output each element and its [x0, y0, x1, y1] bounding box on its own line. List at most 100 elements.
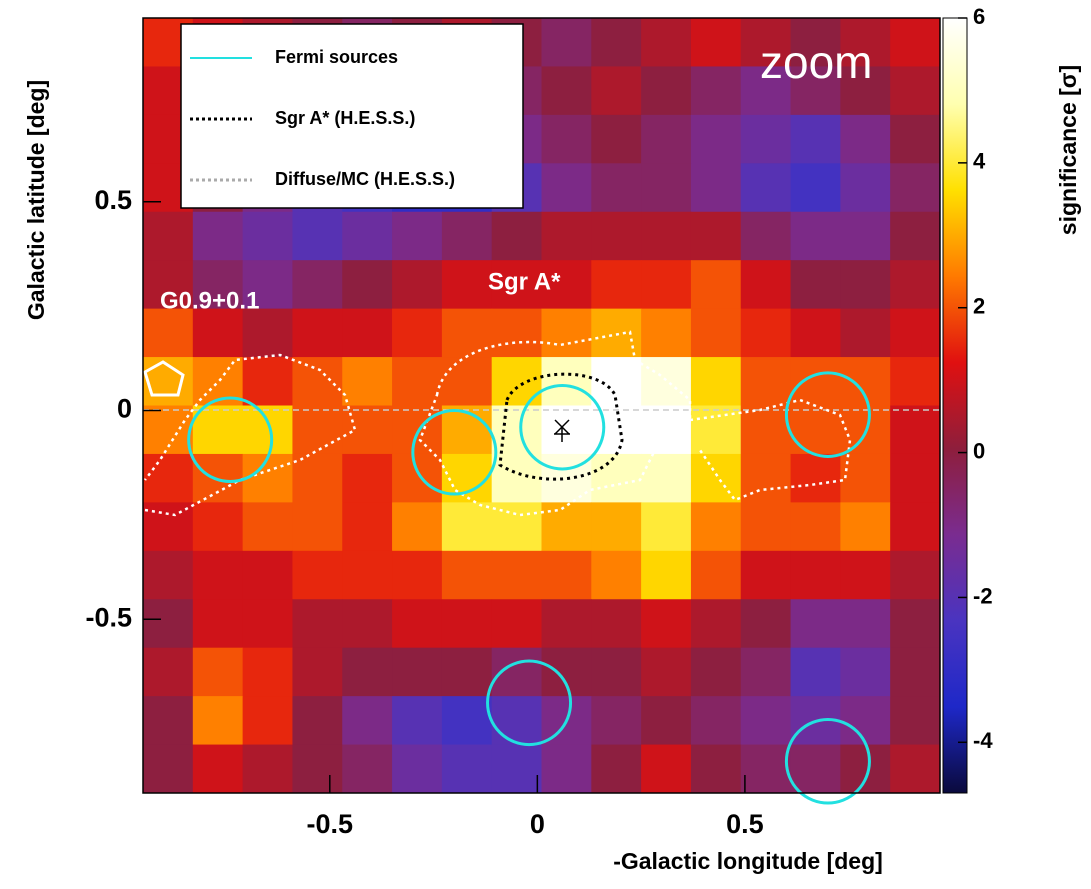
- heatmap-cell: [890, 163, 940, 212]
- heatmap-cell: [342, 212, 392, 261]
- heatmap-cell: [840, 309, 890, 358]
- heatmap-cell: [342, 454, 392, 503]
- heatmap-cell: [143, 696, 193, 745]
- heatmap-cell: [342, 357, 392, 406]
- heatmap-cell: [691, 66, 741, 115]
- y-tick-label: 0.5: [94, 185, 132, 215]
- heatmap-cell: [193, 599, 243, 648]
- heatmap-cell: [791, 115, 841, 164]
- heatmap-cell: [890, 260, 940, 309]
- heatmap-cell: [442, 357, 492, 406]
- heatmap-cell: [641, 66, 691, 115]
- heatmap-cell: [542, 357, 592, 406]
- heatmap-cell: [691, 115, 741, 164]
- heatmap-cell: [392, 648, 442, 697]
- heatmap-cell: [840, 551, 890, 600]
- heatmap-cell: [641, 18, 691, 67]
- chart: Fermi sourcesSgr A* (H.E.S.S.)Diffuse/MC…: [0, 0, 1091, 884]
- heatmap-cell: [691, 599, 741, 648]
- heatmap-cell: [791, 260, 841, 309]
- heatmap-cell: [292, 260, 342, 309]
- heatmap-cell: [392, 260, 442, 309]
- heatmap-cell: [143, 648, 193, 697]
- heatmap-cell: [641, 648, 691, 697]
- heatmap-cell: [691, 163, 741, 212]
- heatmap-cell: [890, 212, 940, 261]
- heatmap-cell: [442, 260, 492, 309]
- y-tick-label: 0: [117, 394, 132, 424]
- heatmap-cell: [542, 551, 592, 600]
- heatmap-cell: [243, 745, 293, 794]
- colorbar-tick-label: 2: [973, 294, 985, 319]
- heatmap-cell: [442, 745, 492, 794]
- annotation: Sgr A*: [488, 268, 561, 295]
- colorbar-label: significance [σ]: [1055, 65, 1081, 235]
- heatmap-cell: [292, 648, 342, 697]
- heatmap-cell: [342, 696, 392, 745]
- heatmap-cell: [840, 115, 890, 164]
- heatmap-cell: [641, 599, 691, 648]
- heatmap-cell: [492, 551, 542, 600]
- heatmap-cell: [691, 648, 741, 697]
- heatmap-cell: [741, 648, 791, 697]
- heatmap-cell: [342, 260, 392, 309]
- x-tick-label: 0: [530, 809, 545, 839]
- heatmap-cell: [741, 745, 791, 794]
- heatmap-cell: [591, 745, 641, 794]
- heatmap-cell: [442, 309, 492, 358]
- heatmap-cell: [392, 502, 442, 551]
- heatmap-cell: [890, 551, 940, 600]
- heatmap-cell: [392, 551, 442, 600]
- x-tick-label: -0.5: [307, 809, 354, 839]
- heatmap-cell: [442, 212, 492, 261]
- heatmap-cell: [890, 599, 940, 648]
- heatmap-cell: [542, 309, 592, 358]
- annotation: G0.9+0.1: [160, 287, 259, 314]
- heatmap-cell: [292, 357, 342, 406]
- heatmap-cell: [741, 454, 791, 503]
- heatmap-cell: [193, 648, 243, 697]
- heatmap-cell: [691, 212, 741, 261]
- heatmap-cell: [641, 163, 691, 212]
- heatmap-cell: [193, 551, 243, 600]
- heatmap-cell: [591, 502, 641, 551]
- heatmap-cell: [342, 648, 392, 697]
- heatmap-cell: [292, 696, 342, 745]
- heatmap-cell: [741, 212, 791, 261]
- heatmap-cell: [492, 696, 542, 745]
- heatmap-cell: [591, 551, 641, 600]
- heatmap-cell: [143, 309, 193, 358]
- heatmap-cell: [143, 454, 193, 503]
- heatmap-cell: [890, 745, 940, 794]
- heatmap-cell: [641, 309, 691, 358]
- heatmap-cell: [890, 115, 940, 164]
- heatmap-cell: [292, 309, 342, 358]
- heatmap-cell: [542, 406, 592, 455]
- heatmap-cell: [392, 696, 442, 745]
- heatmap-cell: [791, 502, 841, 551]
- heatmap-cell: [243, 212, 293, 261]
- heatmap-cell: [691, 18, 741, 67]
- heatmap-cell: [741, 599, 791, 648]
- heatmap-cell: [243, 406, 293, 455]
- heatmap-cell: [791, 454, 841, 503]
- heatmap-cell: [741, 260, 791, 309]
- heatmap-cell: [791, 599, 841, 648]
- heatmap-cell: [243, 309, 293, 358]
- legend-label: Diffuse/MC (H.E.S.S.): [275, 169, 455, 189]
- heatmap-cell: [641, 406, 691, 455]
- heatmap-cell: [193, 502, 243, 551]
- heatmap-cell: [292, 551, 342, 600]
- heatmap-cell: [890, 66, 940, 115]
- heatmap-cell: [243, 454, 293, 503]
- heatmap-cell: [542, 18, 592, 67]
- heatmap-cell: [143, 406, 193, 455]
- heatmap-cell: [791, 551, 841, 600]
- heatmap-cell: [691, 696, 741, 745]
- heatmap-cell: [492, 745, 542, 794]
- heatmap-cell: [641, 115, 691, 164]
- heatmap-cell: [691, 551, 741, 600]
- heatmap-cell: [392, 309, 442, 358]
- heatmap-cell: [840, 260, 890, 309]
- heatmap-cell: [591, 309, 641, 358]
